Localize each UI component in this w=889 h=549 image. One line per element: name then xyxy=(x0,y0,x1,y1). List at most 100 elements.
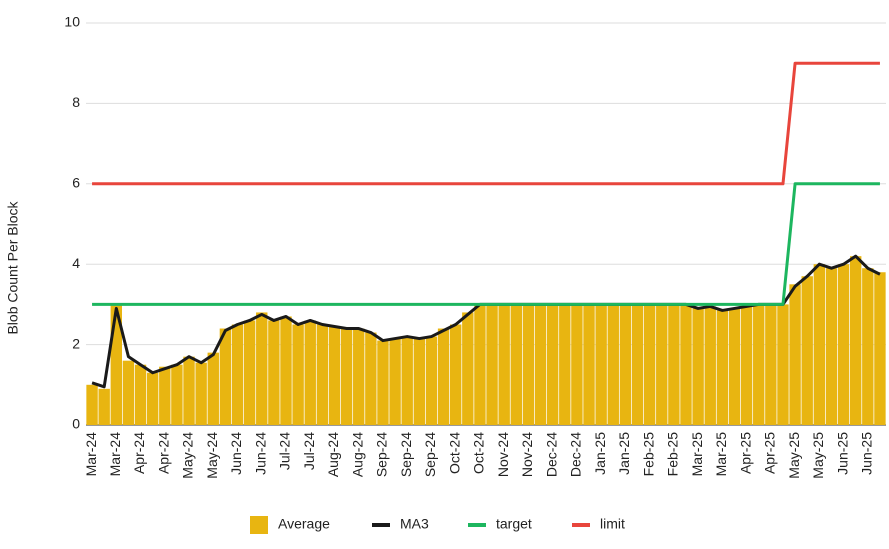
x-tick-label: Jun-24 xyxy=(228,432,244,475)
x-tick-label: Mar-24 xyxy=(107,432,123,477)
x-tick-label: Oct-24 xyxy=(446,432,462,474)
bar xyxy=(98,388,110,425)
bar xyxy=(837,264,850,425)
bar xyxy=(571,304,583,425)
bar xyxy=(813,264,826,425)
x-tick-label: Dec-24 xyxy=(568,432,584,477)
y-tick-label: 8 xyxy=(72,94,80,110)
bar xyxy=(498,304,510,425)
bar xyxy=(510,304,522,425)
x-tick-label: Mar-24 xyxy=(83,432,99,477)
bar xyxy=(437,328,450,425)
bar xyxy=(656,304,668,425)
bar xyxy=(377,340,389,425)
x-tick-label: Sep-24 xyxy=(398,432,414,477)
bar xyxy=(874,272,886,425)
bar xyxy=(86,384,98,425)
bar xyxy=(243,320,256,425)
bar xyxy=(559,304,571,425)
y-axis-label: Blob Count Per Block xyxy=(5,200,21,334)
x-tick-label: Oct-24 xyxy=(471,432,487,474)
x-tick-label: May-24 xyxy=(180,432,196,479)
bar xyxy=(340,328,353,425)
bar xyxy=(256,312,268,425)
bar xyxy=(401,336,413,425)
x-tick-label: Sep-24 xyxy=(422,432,438,477)
bar xyxy=(425,336,438,425)
bar xyxy=(728,308,741,425)
bar xyxy=(825,268,838,425)
bar xyxy=(413,338,426,425)
x-tick-label: Aug-24 xyxy=(325,432,341,477)
bar xyxy=(546,304,559,425)
bar xyxy=(704,306,716,425)
x-tick-label: Apr-25 xyxy=(737,432,753,474)
bar xyxy=(692,308,704,425)
bar xyxy=(789,284,801,425)
bar xyxy=(110,304,122,425)
x-tick-label: Feb-25 xyxy=(665,432,681,477)
x-tick-label: Dec-24 xyxy=(543,432,559,477)
bar xyxy=(183,356,195,425)
bar xyxy=(365,332,377,425)
bar xyxy=(146,372,159,425)
bar xyxy=(389,338,401,425)
x-tick-label: Apr-24 xyxy=(131,432,147,474)
x-tick-label: Jun-24 xyxy=(252,432,268,475)
legend-label: MA3 xyxy=(400,516,429,532)
x-tick-label: Jun-25 xyxy=(859,432,875,475)
x-tick-label: May-25 xyxy=(786,432,802,479)
bar xyxy=(740,306,753,425)
y-tick-label: 10 xyxy=(64,14,80,30)
bar xyxy=(850,256,862,425)
bar xyxy=(534,304,547,425)
x-tick-label: Feb-25 xyxy=(640,432,656,477)
x-tick-label: Nov-24 xyxy=(519,432,535,477)
bar xyxy=(122,360,135,425)
bar xyxy=(801,276,813,425)
bar xyxy=(631,304,644,425)
bar xyxy=(765,304,777,425)
line xyxy=(92,61,880,186)
y-tick-label: 2 xyxy=(72,335,80,351)
x-tick-label: Jul-24 xyxy=(301,432,317,470)
x-tick-label: May-25 xyxy=(810,432,826,479)
bar xyxy=(462,312,474,425)
bar xyxy=(777,304,789,425)
bar xyxy=(486,304,498,425)
bar xyxy=(219,328,232,425)
bar xyxy=(316,324,329,425)
bar xyxy=(195,362,207,425)
bar xyxy=(231,324,244,425)
line xyxy=(92,182,880,306)
x-tick-label: Nov-24 xyxy=(495,432,511,477)
bar xyxy=(680,304,692,425)
x-tick-label: Jun-25 xyxy=(834,432,850,475)
bar xyxy=(583,304,595,425)
bar xyxy=(171,364,183,425)
legend-swatch xyxy=(250,516,268,534)
bar xyxy=(643,304,656,425)
bar xyxy=(607,304,619,425)
bar xyxy=(280,316,292,425)
x-tick-label: Mar-25 xyxy=(689,432,705,477)
y-tick-label: 6 xyxy=(72,175,80,191)
bar xyxy=(268,320,280,425)
y-tick-label: 4 xyxy=(72,255,80,271)
bar xyxy=(668,304,680,425)
bar xyxy=(753,304,765,425)
legend-label: target xyxy=(496,516,532,532)
y-tick-label: 0 xyxy=(72,416,80,432)
legend-label: limit xyxy=(600,516,625,532)
x-tick-label: Aug-24 xyxy=(349,432,365,477)
x-tick-label: Sep-24 xyxy=(374,432,390,477)
x-tick-label: Jul-24 xyxy=(277,432,293,470)
x-tick-label: Jan-25 xyxy=(616,432,632,475)
bar xyxy=(304,320,316,425)
x-tick-label: Apr-25 xyxy=(762,432,778,474)
bar xyxy=(353,328,365,425)
bar xyxy=(207,352,219,425)
legend-label: Average xyxy=(278,516,330,532)
bar xyxy=(134,364,147,425)
